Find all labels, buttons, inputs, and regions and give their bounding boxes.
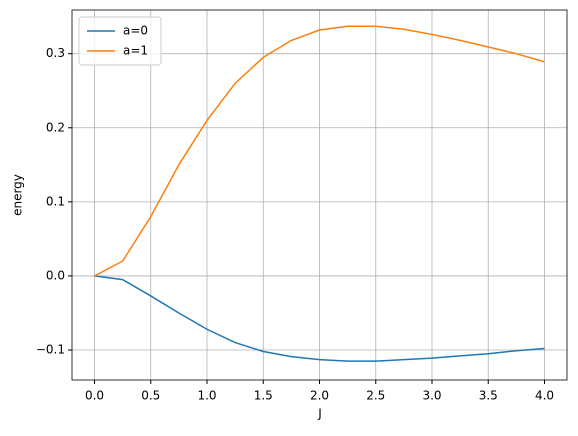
x-axis-label: J [317,407,322,421]
x-tick-label: 0.0 [85,389,104,403]
y-axis-label: energy [11,174,25,216]
x-tick-label: 3.5 [479,389,498,403]
y-tick-label: 0.0 [46,268,65,282]
axes-frame [71,9,568,381]
legend-label: a=1 [123,44,148,58]
x-tick-label: 2.0 [310,389,329,403]
y-tick-label: −0.1 [36,343,65,357]
line-series [94,275,545,362]
y-tick-label: 0.2 [46,120,65,134]
legend-label: a=0 [123,24,148,38]
x-tick-label: 1.0 [197,389,216,403]
y-tick-label: 0.3 [46,46,65,60]
x-tick-label: 1.5 [254,389,273,403]
x-tick-label: 3.0 [422,389,441,403]
x-tick-label: 2.5 [366,389,385,403]
x-tick-label: 0.5 [141,389,160,403]
legend: a=0a=1 [78,16,162,66]
line-series [94,25,545,277]
y-tick-label: 0.1 [46,194,65,208]
x-tick-label: 4.0 [535,389,554,403]
legend-box [78,16,162,66]
